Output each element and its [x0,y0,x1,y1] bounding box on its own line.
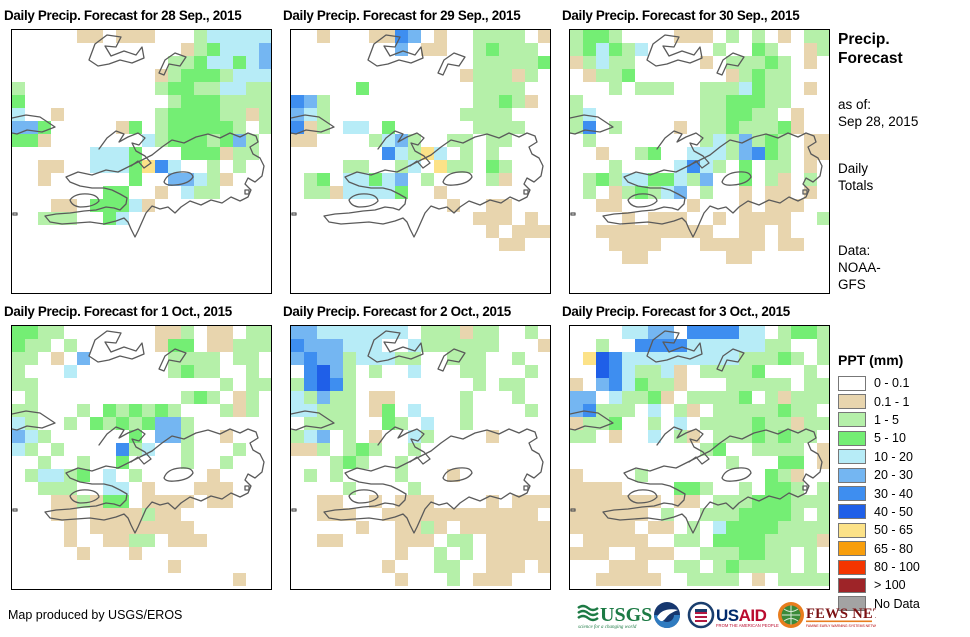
usgs-tagline: science for a changing world [578,625,637,630]
data-source-block: Data: NOAA- GFS [838,242,966,293]
footer-logos: USGS science for a changing world USAID … [576,600,884,637]
legend-item: > 100 [838,576,968,594]
legend-swatch [838,596,866,612]
noaa-logo [654,602,680,628]
legend-item: 0.1 - 1 [838,392,968,410]
legend-item: 0 - 0.1 [838,374,968,392]
map-credit: Map produced by USGS/EROS [8,608,183,622]
data-source-line2: GFS [838,277,866,292]
sidebar-heading-line1: Precip. [838,31,890,48]
usaid-text-aid: AID [739,606,767,625]
legend-item: 5 - 10 [838,429,968,447]
legend-label: 0.1 - 1 [874,394,910,409]
legend-item: 30 - 40 [838,484,968,502]
forecast-panel: Daily Precip. Forecast for 1 Oct., 2015 [4,304,283,590]
panel-title: Daily Precip. Forecast for 28 Sep., 2015 [4,8,242,23]
legend-swatch [838,412,866,428]
as-of-label: as of: [838,97,872,112]
legend-item: 20 - 30 [838,466,968,484]
precip-grid [570,326,829,586]
precip-grid [12,30,271,238]
legend-swatch [838,449,866,465]
legend-swatch [838,577,866,593]
as-of-block: as of: Sep 28, 2015 [838,96,966,130]
legend-item: 50 - 65 [838,521,968,539]
totals-block: Daily Totals [838,160,966,194]
legend-item: 80 - 100 [838,558,968,576]
totals-line1: Daily [838,161,869,176]
legend-swatch [838,467,866,483]
legend-label: 5 - 10 [874,431,906,446]
precip-map [290,29,551,294]
panel-title: Daily Precip. Forecast for 2 Oct., 2015 [283,304,511,319]
forecast-panel: Daily Precip. Forecast for 29 Sep., 2015 [283,8,562,294]
precip-grid [570,30,829,264]
forecast-panel: Daily Precip. Forecast for 2 Oct., 2015 [283,304,562,590]
sidebar-heading-line2: Forecast [838,50,903,67]
panel-title: Daily Precip. Forecast for 30 Sep., 2015 [562,8,800,23]
legend-swatch [838,504,866,520]
legend-swatch [838,559,866,575]
precip-grid [291,326,550,586]
legend-item: No Data [838,595,968,613]
usaid-tagline: FROM THE AMERICAN PEOPLE [716,623,779,628]
data-source-label: Data: [838,243,871,258]
precip-grid [12,326,271,586]
legend-swatch [838,394,866,410]
legend-swatch [838,541,866,557]
legend-item: 10 - 20 [838,448,968,466]
forecast-panel: Daily Precip. Forecast for 3 Oct., 2015 [562,304,841,590]
fewsnet-tagline: FAMINE EARLY WARNING SYSTEMS NETWORK [806,624,876,628]
legend-label: No Data [874,596,920,611]
legend-label: 20 - 30 [874,468,913,483]
legend-swatch [838,486,866,502]
usgs-text: USGS [600,604,652,626]
legend-label: 65 - 80 [874,541,913,556]
precip-map [569,29,830,294]
fewsnet-logo: FEWS NET FAMINE EARLY WARNING SYSTEMS NE… [778,602,884,628]
legend-swatch [838,375,866,391]
legend-swatch [838,522,866,538]
forecast-panel: Daily Precip. Forecast for 30 Sep., 2015 [562,8,841,294]
svg-text:USAID: USAID [716,606,767,625]
legend: PPT (mm) 0 - 0.1 0.1 - 1 1 - 5 5 - 10 10 - 2… [838,352,968,613]
legend-label: > 100 [874,578,906,593]
legend-label: 0 - 0.1 [874,376,910,391]
panel-title: Daily Precip. Forecast for 29 Sep., 2015 [283,8,521,23]
legend-item: 65 - 80 [838,540,968,558]
sidebar-heading: Precip. Forecast [838,30,966,68]
legend-label: 1 - 5 [874,412,900,427]
legend-label: 50 - 65 [874,523,913,538]
panel-title: Daily Precip. Forecast for 1 Oct., 2015 [4,304,232,319]
legend-title: PPT (mm) [838,352,904,368]
totals-line2: Totals [838,178,874,193]
precip-map [569,325,830,590]
legend-label: 80 - 100 [874,560,920,575]
usgs-logo: USGS science for a changing world [577,604,652,630]
usaid-logo: USAID FROM THE AMERICAN PEOPLE [687,601,779,629]
legend-swatch [838,430,866,446]
forecast-panel: Daily Precip. Forecast for 28 Sep., 2015 [4,8,283,294]
fewsnet-text: FEWS NET [806,606,876,622]
as-of-date: Sep 28, 2015 [838,114,919,129]
legend-item: 40 - 50 [838,503,968,521]
precip-map [11,29,272,294]
legend-label: 40 - 50 [874,504,913,519]
sidebar: Precip. Forecast as of: Sep 28, 2015 Dai… [838,30,966,323]
precip-grid [291,30,550,251]
panel-title: Daily Precip. Forecast for 3 Oct., 2015 [562,304,790,319]
precip-map [11,325,272,590]
precip-map [290,325,551,590]
legend-label: 30 - 40 [874,486,913,501]
legend-item: 1 - 5 [838,411,968,429]
data-source-line1: NOAA- [838,260,881,275]
legend-label: 10 - 20 [874,449,913,464]
usaid-text-us: US [716,606,739,625]
